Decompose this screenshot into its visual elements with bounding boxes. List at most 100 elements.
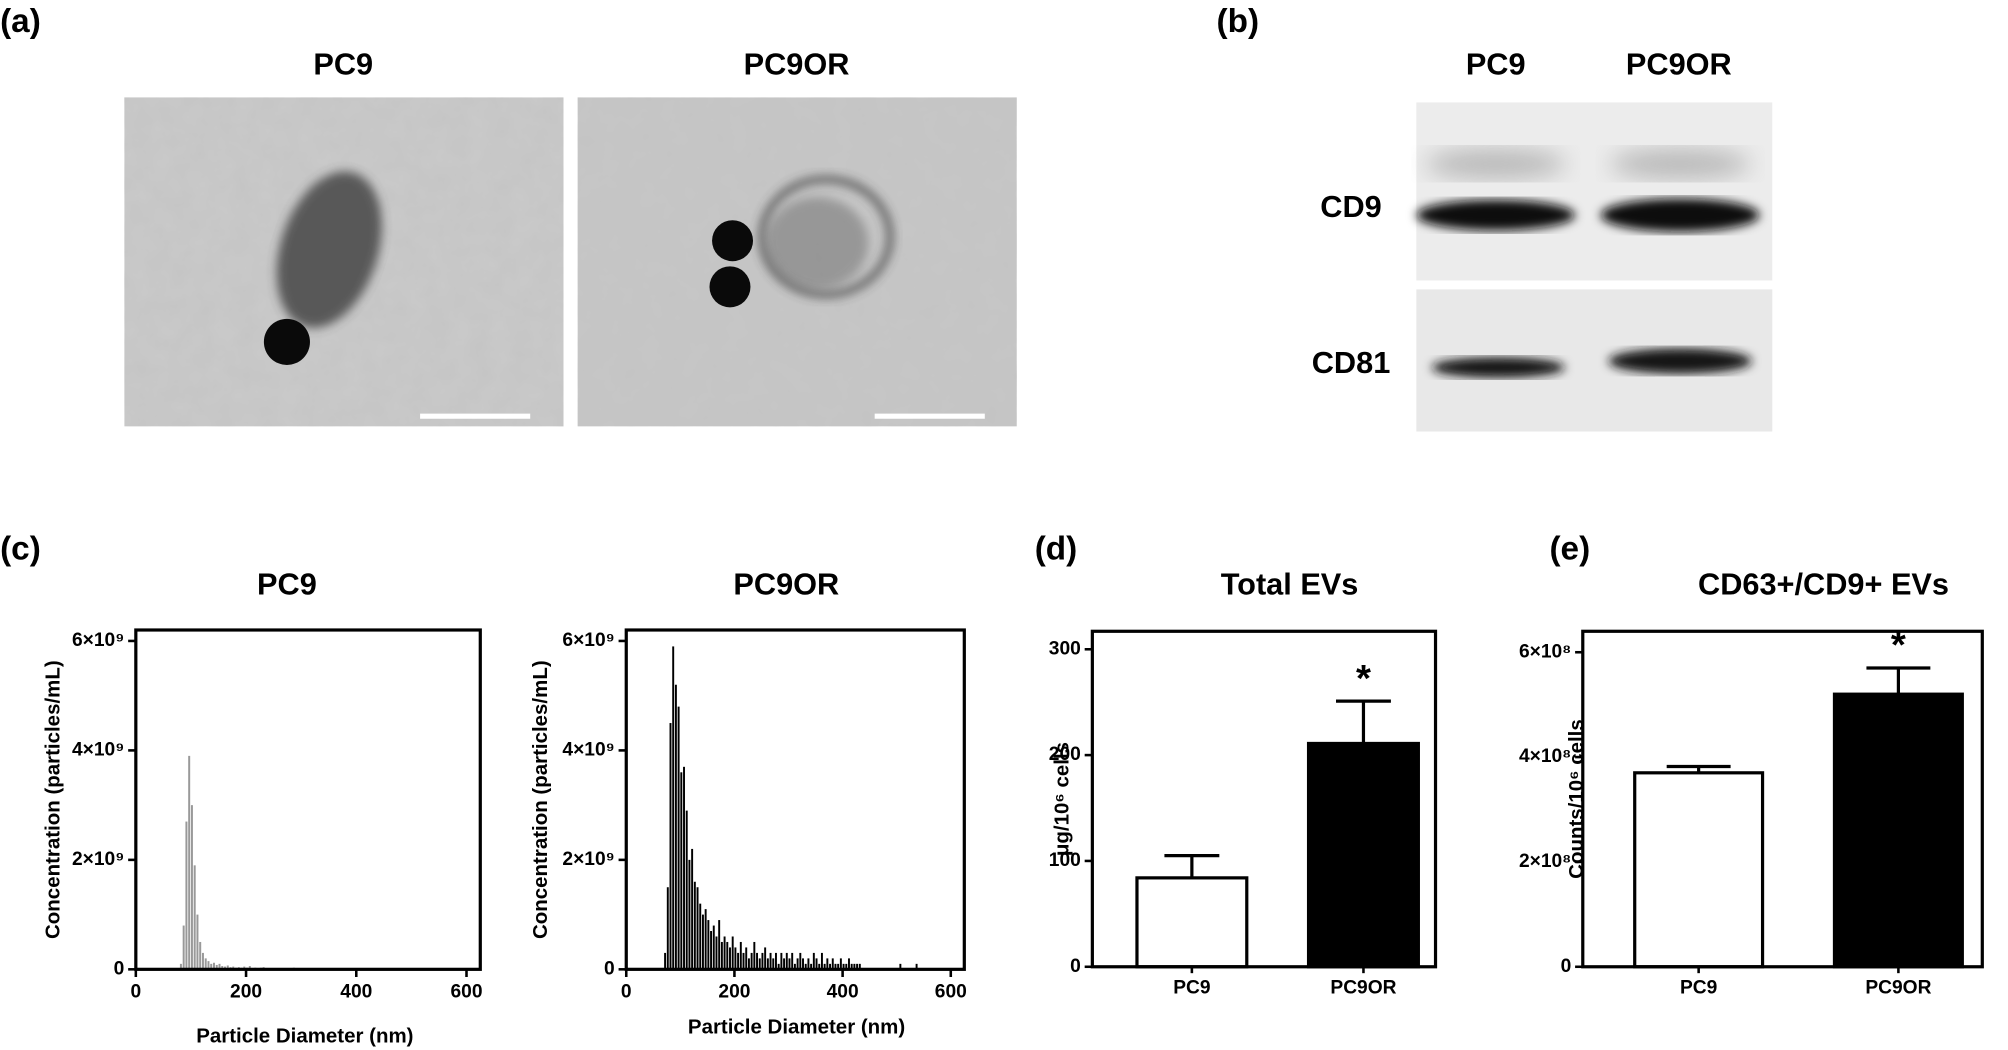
histogram-bar <box>772 958 775 970</box>
histogram-bar <box>796 958 799 970</box>
bar <box>1633 771 1765 969</box>
histogram-bar <box>815 958 818 970</box>
histogram-bar <box>899 963 902 970</box>
histogram-bar <box>737 952 740 970</box>
x-tick-label: 400 <box>340 981 372 1002</box>
image-title: PC9OR <box>744 47 850 82</box>
histogram-bar <box>683 766 685 970</box>
y-tick-label: 2×10⁹ <box>562 849 614 870</box>
y-tick-label: 0 <box>604 958 615 979</box>
histogram-bar <box>747 958 750 970</box>
histogram-bar <box>701 914 704 970</box>
histogram-bar <box>723 936 726 970</box>
histogram-bar <box>780 952 783 970</box>
histogram-bar <box>742 952 745 970</box>
histogram-bar <box>850 963 853 970</box>
histogram-bar <box>248 966 251 970</box>
y-tick-label: 2×10⁹ <box>72 849 124 870</box>
y-tick-label: 100 <box>1049 850 1081 871</box>
histogram-bar <box>182 925 185 970</box>
western-blot <box>1416 102 1773 432</box>
y-axis-label: μg/10⁶ cells <box>1050 742 1073 856</box>
histogram-bar <box>718 920 721 970</box>
y-tick-label: 4×10⁸ <box>1519 746 1571 767</box>
x-tick-label: PC9 <box>1680 978 1717 999</box>
histogram-bar <box>196 914 199 970</box>
error-bar <box>1164 854 1220 878</box>
histogram-bar <box>696 887 699 970</box>
histogram-bar <box>190 805 193 970</box>
plot-frame <box>1581 629 1984 969</box>
tem-image <box>124 97 564 427</box>
histogram-bar <box>212 962 215 970</box>
panel-label: (c) <box>0 530 41 567</box>
histogram-bar <box>688 859 691 970</box>
y-axis-label: Concentration (particles/mL) <box>529 660 552 939</box>
y-tick-label: 300 <box>1049 638 1081 659</box>
histogram-bar <box>674 684 677 970</box>
histogram-bar <box>710 931 713 970</box>
histogram-bar <box>758 958 761 970</box>
histogram-bar <box>693 881 696 970</box>
histogram-bar <box>783 958 786 970</box>
histogram-bar <box>691 848 694 970</box>
histogram-bar <box>734 947 737 970</box>
histogram-bar <box>761 952 764 970</box>
y-axis-label: Concentration (particles/mL) <box>41 660 64 939</box>
y-tick-label: 4×10⁹ <box>562 739 614 760</box>
histogram-bar <box>672 646 675 970</box>
histogram-bar <box>823 963 826 970</box>
histogram-bar <box>820 952 823 970</box>
histogram-bar <box>848 958 850 970</box>
histogram-bar <box>221 966 224 970</box>
histogram-bar <box>834 963 837 970</box>
histogram-bar <box>764 947 767 970</box>
x-tick-label: 0 <box>621 981 632 1002</box>
histogram-bar <box>707 920 710 970</box>
histogram-bar <box>666 887 669 970</box>
x-tick-label: PC9OR <box>1330 978 1396 999</box>
plot-frame <box>134 628 482 971</box>
lane-label: PC9 <box>1466 47 1526 82</box>
x-tick-label: 400 <box>827 981 859 1002</box>
y-tick-label: 200 <box>1049 744 1081 765</box>
y-tick-label: 6×10⁹ <box>72 630 124 651</box>
x-axis-label: Particle Diameter (nm) <box>688 1016 905 1039</box>
histogram-bar <box>839 958 842 970</box>
y-tick-label: 0 <box>1561 956 1572 977</box>
histogram-bar <box>729 947 731 970</box>
y-tick-label: 2×10⁸ <box>1519 851 1571 872</box>
marker-label: CD9 <box>1320 189 1381 224</box>
histogram-bar <box>720 941 723 970</box>
histogram-bar <box>856 963 859 970</box>
x-tick-label: 200 <box>718 981 750 1002</box>
panel-label: (e) <box>1549 530 1590 567</box>
histogram-bar <box>704 909 707 970</box>
error-bar <box>1866 666 1931 695</box>
histogram-bar <box>799 952 802 970</box>
bar <box>1306 741 1420 969</box>
histogram-bar <box>785 952 788 970</box>
y-tick-label: 0 <box>114 958 125 979</box>
bar <box>1832 692 1964 969</box>
histogram-bar <box>207 961 210 970</box>
y-tick-label: 0 <box>1070 956 1081 977</box>
plot-frame <box>1090 629 1438 969</box>
bar <box>1135 876 1249 969</box>
chart-title: PC9OR <box>733 567 839 602</box>
histogram-bar <box>842 963 845 970</box>
panel-label: (a) <box>0 3 41 40</box>
histogram-bar <box>179 963 182 970</box>
histogram-bar <box>804 963 807 970</box>
histogram-bar <box>791 952 794 970</box>
histogram-bar <box>812 952 815 970</box>
y-tick-label: 6×10⁹ <box>562 630 614 651</box>
histogram-bar <box>712 925 715 970</box>
histogram-bar <box>829 963 832 970</box>
x-axis-label: Particle Diameter (nm) <box>196 1025 413 1048</box>
histogram-bar <box>185 821 188 970</box>
histogram-bar <box>726 941 729 970</box>
histogram-bar <box>774 952 777 970</box>
panel-label: (d) <box>1035 530 1078 567</box>
x-tick-label: 200 <box>230 981 262 1002</box>
